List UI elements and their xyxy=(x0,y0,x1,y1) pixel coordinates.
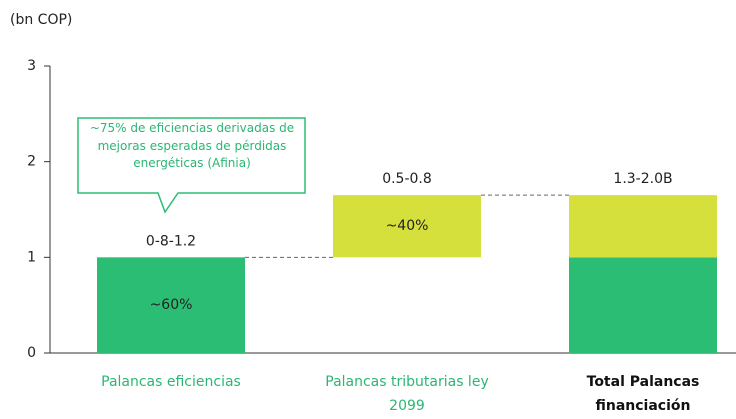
x-tick-label: Total Palancas financiación xyxy=(586,374,700,414)
y-tick-label: 3 xyxy=(27,58,36,74)
x-tick-label: Palancas tributarias ley 2099 xyxy=(325,374,489,414)
annotation: ~75% de eficiencias derivadas de mejoras… xyxy=(89,121,295,170)
x-tick-label: Palancas eficiencias xyxy=(101,374,241,390)
y-axis-label: (bn COP) xyxy=(10,12,72,28)
total-segment xyxy=(569,257,717,353)
y-tick-label: 0 xyxy=(27,345,36,361)
range-label: 0-8-1.2 xyxy=(146,233,196,249)
y-tick-label: 1 xyxy=(27,249,36,265)
bar xyxy=(97,257,245,353)
annotation-box xyxy=(77,117,306,214)
range-label: 0.5-0.8 xyxy=(382,171,432,187)
total-segment xyxy=(569,195,717,258)
share-label: ~40% xyxy=(386,218,429,234)
share-label: ~60% xyxy=(150,297,193,313)
y-tick-label: 2 xyxy=(27,154,36,170)
range-label: 1.3-2.0B xyxy=(613,171,672,187)
bar xyxy=(333,195,481,258)
